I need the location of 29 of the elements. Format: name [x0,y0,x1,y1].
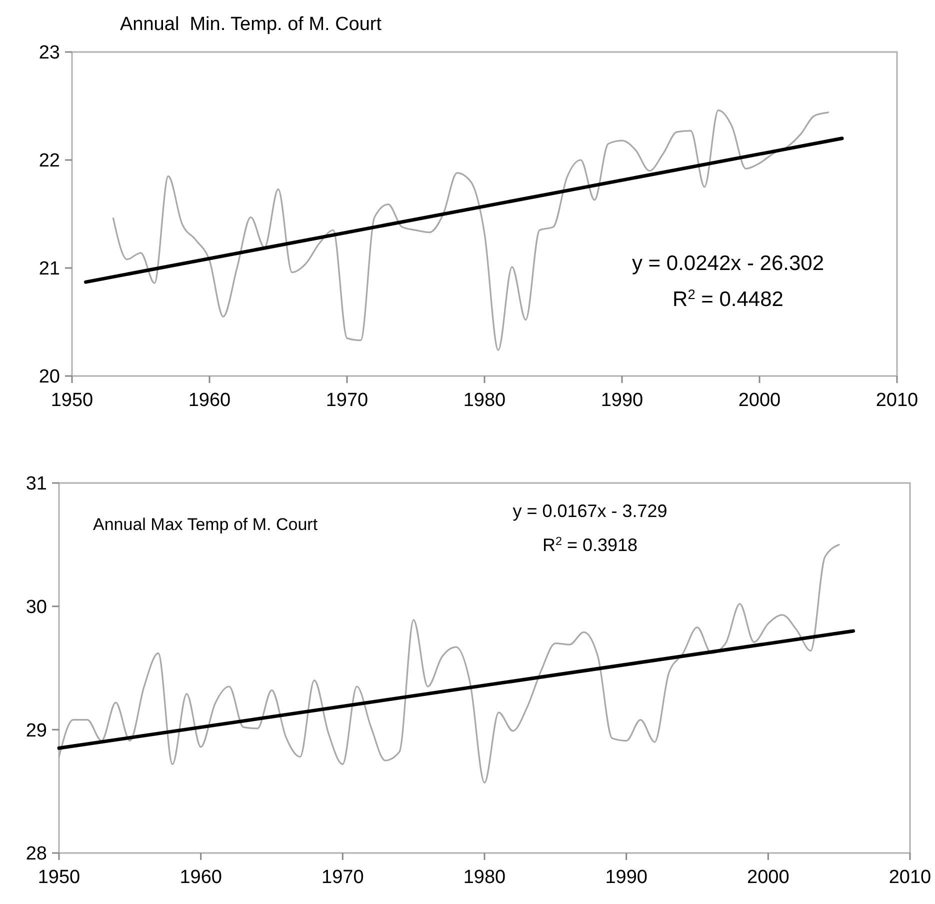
y-tick-label: 20 [38,366,60,388]
x-tick-label: 1980 [463,390,506,411]
annotation: R$^{2}$ = 0.3918 [542,534,638,555]
x-tick-label: 1950 [50,390,94,411]
line-series [112,110,830,351]
x-tick-label: 2010 [888,867,932,888]
y-tick-label: 21 [38,258,60,280]
x-tick-label: 1990 [605,867,648,888]
x-tick-label: 2010 [876,390,918,411]
y-tick-label: 23 [38,42,60,64]
text: Annual Max Temp of M. Court [93,515,318,534]
annotation: R$^{2}$ = 0.4482 [672,286,784,311]
y-tick-label: 28 [26,844,47,865]
x-tick-label: 2000 [747,867,790,888]
x-tick-label: 1960 [180,867,222,888]
y-tick-label: 30 [26,596,47,618]
x-tick-label: 1980 [463,867,506,888]
x-tick-label: 1970 [326,390,368,411]
annotation: y = 0.0167x - 3.729 [512,501,668,521]
x-tick-label: 1990 [600,390,644,411]
x-tick-label: 1970 [322,867,364,888]
y-tick-label: 22 [38,150,60,172]
y-tick-label: 29 [26,720,47,742]
x-tick-label: 1950 [38,867,80,888]
x-tick-label: 2000 [738,390,781,411]
chart-title: Annual Min. Temp. of M. Court [120,14,382,35]
x-tick-label: 1960 [188,390,231,411]
y-tick-label: 31 [26,474,47,495]
annotation: y = 0.0242x - 26.302 [632,252,824,275]
